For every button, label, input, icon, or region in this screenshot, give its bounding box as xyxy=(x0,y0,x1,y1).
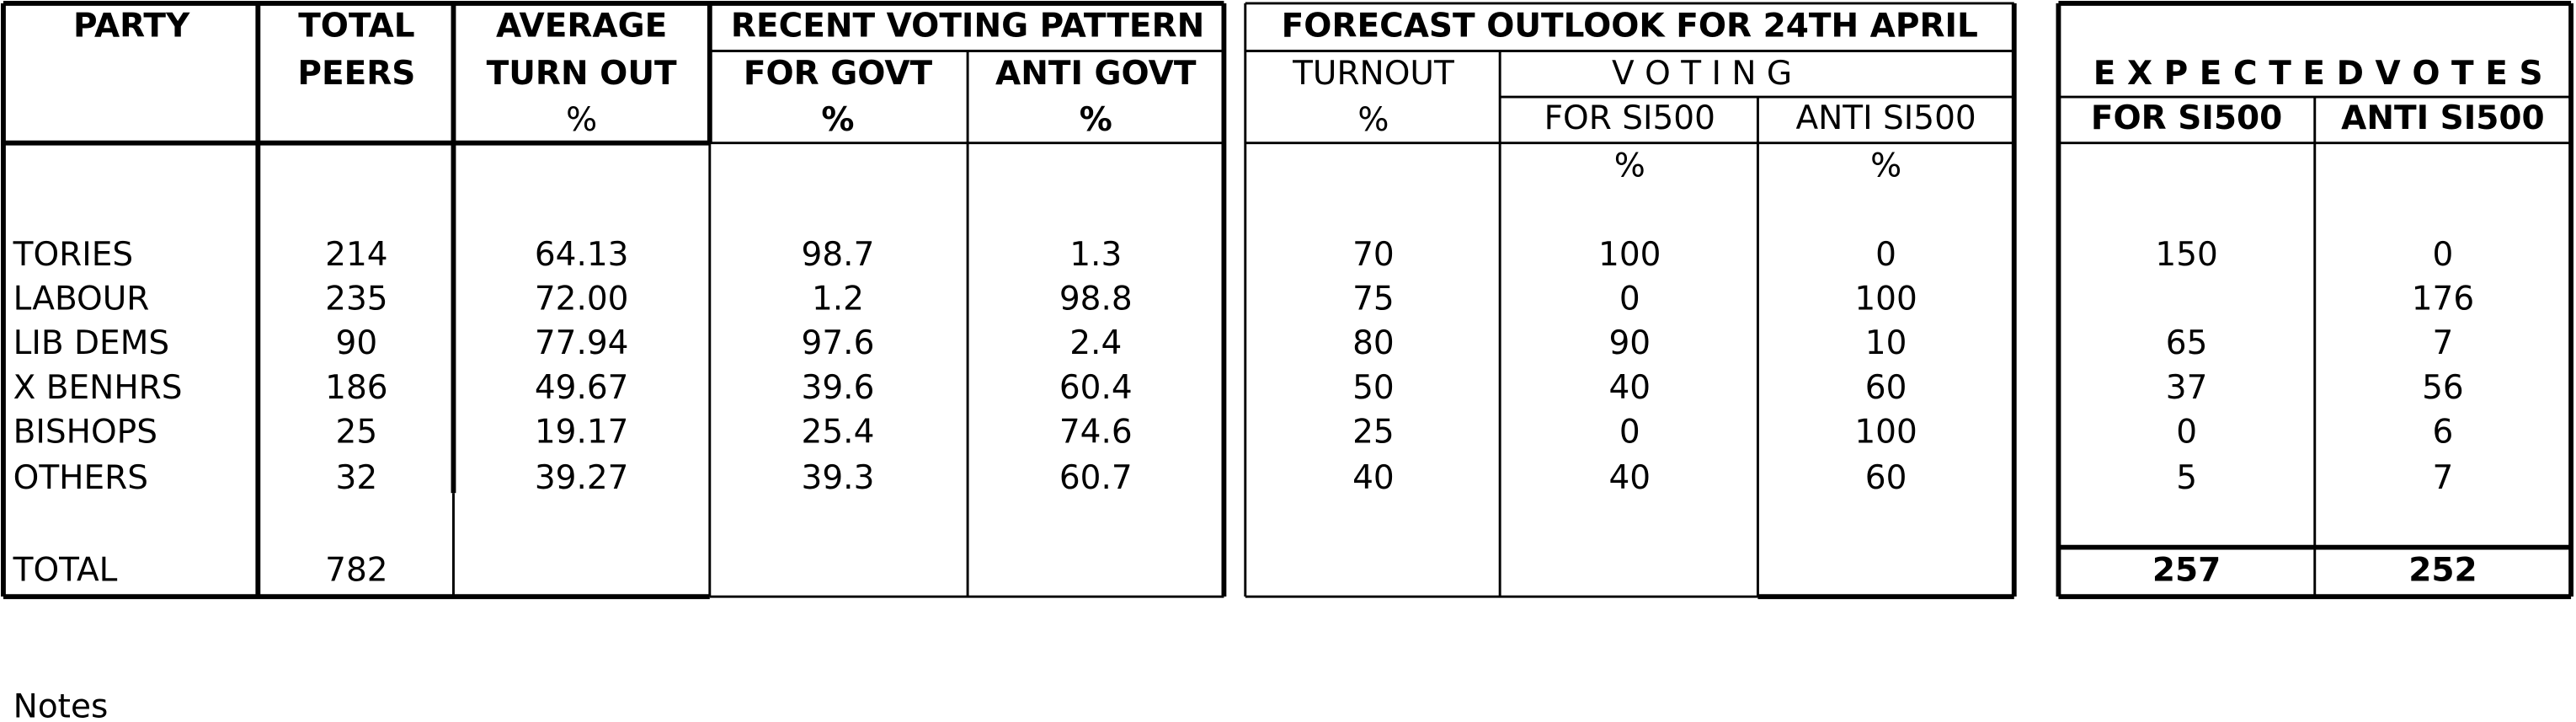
cell: 19.17 xyxy=(535,414,629,452)
cell: 100 xyxy=(1854,281,1917,318)
cell: 60.7 xyxy=(1059,459,1133,497)
header-cell: AVERAGE xyxy=(496,8,667,45)
party-label: X BENHRS xyxy=(13,369,183,407)
header-cell: PEERS xyxy=(297,55,415,93)
cell: 214 xyxy=(325,236,387,274)
cell: 235 xyxy=(325,281,387,318)
header-cell: % xyxy=(1080,101,1112,139)
cell: 150 xyxy=(2155,236,2217,274)
header-cell: FOR GOVT xyxy=(744,55,933,93)
cell: 32 xyxy=(336,459,378,497)
cell: 72.00 xyxy=(535,281,629,318)
cell: 98.8 xyxy=(1059,281,1133,318)
cell: 2.4 xyxy=(1069,324,1122,362)
notes: Notes xyxy=(13,687,109,722)
cell: 56 xyxy=(2422,369,2464,407)
cell: 39.6 xyxy=(802,369,875,407)
cell: 60 xyxy=(1865,459,1907,497)
cell: 39.27 xyxy=(535,459,629,497)
cell: 60 xyxy=(1865,369,1907,407)
header-cell: ANTI GOVT xyxy=(995,55,1197,93)
party-label: OTHERS xyxy=(13,459,148,497)
header-cell: % xyxy=(1614,147,1645,185)
cell: 60.4 xyxy=(1059,369,1133,407)
cell: 97.6 xyxy=(802,324,875,362)
cell: 0 xyxy=(1619,414,1640,452)
cell: 74.6 xyxy=(1059,414,1133,452)
header-cell: V O T I N G xyxy=(1612,55,1792,93)
cell: 77.94 xyxy=(535,324,629,362)
cell: 186 xyxy=(325,369,387,407)
cell: 50 xyxy=(1352,369,1395,407)
cell: 25.4 xyxy=(802,414,875,452)
header-cell: E X P E C T E D V O T E S xyxy=(2093,55,2543,93)
cell: 0 xyxy=(2176,414,2197,452)
cell: 100 xyxy=(1598,236,1661,274)
total-cell: 257 xyxy=(2152,551,2221,589)
cell: 176 xyxy=(2412,281,2474,318)
total-cell: 782 xyxy=(325,551,387,589)
cell: 100 xyxy=(1854,414,1917,452)
total-label: TOTAL xyxy=(13,551,118,589)
party-label: BISHOPS xyxy=(13,414,157,452)
header-cell: TURNOUT xyxy=(1292,55,1454,93)
grid-lines xyxy=(1,0,2574,600)
header-cell: FOR SI500 xyxy=(2091,99,2282,137)
cell: 98.7 xyxy=(802,236,875,274)
cell: 39.3 xyxy=(802,459,875,497)
header-cell: ANTI SI500 xyxy=(1795,99,1976,137)
cell: 40 xyxy=(1608,459,1651,497)
header-cell: RECENT VOTING PATTERN xyxy=(731,8,1204,45)
party-label: LABOUR xyxy=(13,281,150,318)
cell: 10 xyxy=(1865,324,1907,362)
party-label: LIB DEMS xyxy=(13,324,169,362)
header-cell: ANTI SI500 xyxy=(2341,99,2545,137)
header-cell: FORECAST OUTLOOK FOR 24TH APRIL xyxy=(1282,8,1978,45)
cell: 65 xyxy=(2166,324,2208,362)
header-cell: % xyxy=(1357,101,1389,139)
cell: 25 xyxy=(336,414,378,452)
cell: 90 xyxy=(1608,324,1651,362)
cell: 80 xyxy=(1352,324,1395,362)
cell: 1.2 xyxy=(812,281,864,318)
header-cell: % xyxy=(1870,147,1901,185)
total-cell: 252 xyxy=(2408,551,2477,589)
header-cell: FOR SI500 xyxy=(1544,99,1715,137)
cell: 25 xyxy=(1352,414,1395,452)
cell: 75 xyxy=(1352,281,1395,318)
cell: 40 xyxy=(1352,459,1395,497)
header-cell: % xyxy=(821,101,854,139)
cell: 70 xyxy=(1352,236,1395,274)
cell: 40 xyxy=(1608,369,1651,407)
cell: 7 xyxy=(2433,459,2454,497)
cell: 0 xyxy=(2433,236,2454,274)
header-cell: PARTY xyxy=(73,8,190,45)
party-label: TORIES xyxy=(13,236,134,274)
cell: 0 xyxy=(1875,236,1896,274)
cell: 6 xyxy=(2433,414,2454,452)
cell: 5 xyxy=(2176,459,2197,497)
cell: 0 xyxy=(1619,281,1640,318)
cell: 49.67 xyxy=(535,369,629,407)
cell: 37 xyxy=(2166,369,2208,407)
header-cell: TURN OUT xyxy=(487,55,677,93)
cell: 64.13 xyxy=(535,236,629,274)
cell: 7 xyxy=(2433,324,2454,362)
header-cell: TOTAL xyxy=(298,8,414,45)
cell: 90 xyxy=(336,324,378,362)
cell: 1.3 xyxy=(1069,236,1122,274)
header-cell: % xyxy=(566,101,597,139)
